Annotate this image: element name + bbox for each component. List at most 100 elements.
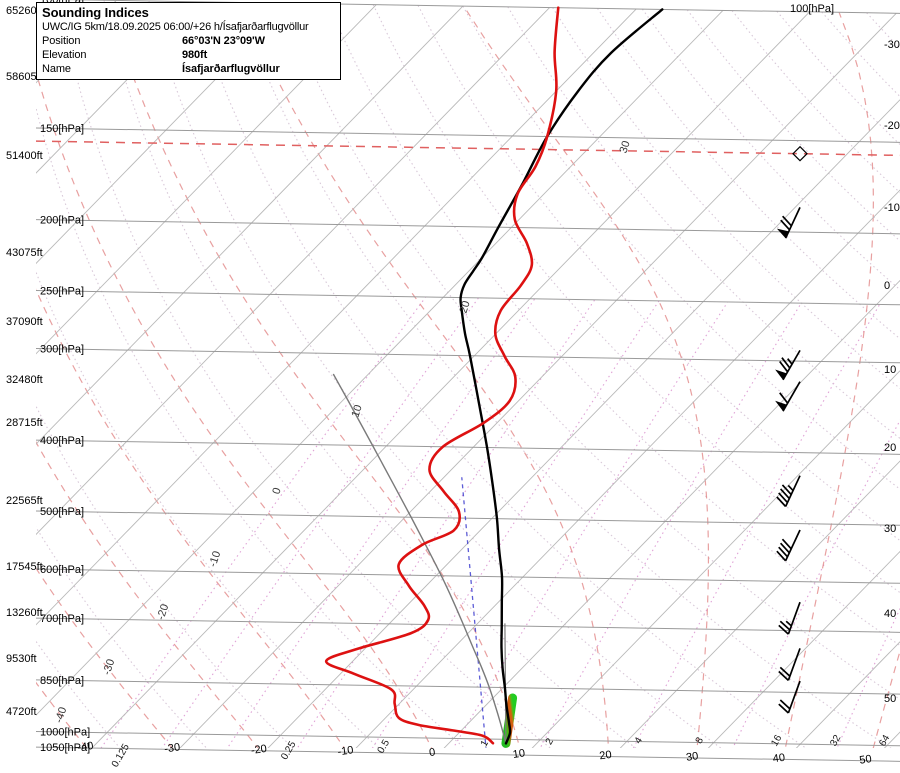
barb-shaft — [784, 475, 801, 507]
chart-label: 4720ft — [6, 706, 37, 718]
isotherm — [707, 550, 900, 748]
sounding-indices-panel: Sounding Indices UWC/IG 5km/18.09.2025 0… — [36, 2, 341, 80]
barb-half — [787, 484, 794, 492]
chart-label: 600[hPa] — [40, 564, 84, 576]
barb-full — [778, 546, 789, 558]
wetbulb-line — [461, 477, 487, 748]
barb-full — [779, 488, 790, 500]
barb-flag — [776, 228, 789, 239]
panel-row-position: Position 66°03'N 23°09'W — [42, 34, 336, 48]
chart-label: 64 — [877, 733, 892, 749]
dry-adiabat — [641, 8, 900, 291]
barb-full — [779, 620, 791, 631]
isotherm — [36, 10, 724, 716]
isobar — [35, 746, 900, 762]
barb-full — [779, 699, 791, 710]
chart-label: 40 — [884, 608, 896, 620]
isotherm — [619, 460, 900, 748]
barb-full — [778, 703, 789, 714]
panel-title: Sounding Indices — [42, 5, 149, 20]
barb-shaft — [784, 529, 801, 562]
chart-label: 28715ft — [6, 417, 43, 429]
chart-label: -30 — [101, 658, 117, 677]
chart-label: 58605ft — [6, 71, 43, 83]
chart-label: 10 — [884, 364, 896, 376]
mixing-ratio-line — [452, 301, 729, 748]
freezing-level-marker — [792, 145, 808, 162]
wind-barb — [778, 601, 801, 635]
chart-label: 150[hPa] — [40, 123, 84, 135]
isotherm — [36, 7, 550, 536]
chart-label: -10 — [207, 550, 223, 569]
chart-label: -20 — [155, 603, 171, 622]
chart-label: -30 — [164, 741, 181, 755]
barb-full — [778, 492, 789, 504]
row-key: Position — [42, 35, 81, 47]
row-key: Name — [42, 63, 71, 75]
panel-subtitle: UWC/IG 5km/18.09.2025 06:00/+26 h/Ísafja… — [42, 21, 309, 33]
isobar — [35, 510, 900, 526]
chart-label: 51400ft — [6, 150, 43, 162]
dry-adiabat — [36, 405, 294, 748]
chart-label: 10 — [512, 747, 526, 761]
chart-label: 13260ft — [6, 607, 43, 619]
barb-shaft — [787, 680, 801, 714]
isobar — [61, 0, 900, 14]
chart-label: 40 — [772, 752, 786, 766]
barb-full — [781, 538, 792, 550]
freezing-level-line — [36, 140, 900, 157]
wetbulb-curve — [461, 477, 487, 748]
isobar — [35, 679, 900, 695]
chart-label: 200[hPa] — [40, 215, 84, 227]
barb-full — [780, 219, 791, 231]
mixing-ratio-line — [632, 304, 881, 748]
chart-label: 20 — [599, 749, 613, 763]
chart-label: 16 — [769, 733, 784, 749]
chart-label: -30 — [884, 39, 900, 51]
isobar — [35, 290, 900, 306]
chart-label: 4 — [633, 735, 646, 746]
chart-label: 9530ft — [6, 653, 37, 665]
dry-adiabat — [103, 0, 637, 748]
isobar — [35, 568, 900, 584]
chart-label: 400[hPa] — [40, 435, 84, 447]
barb-flag — [775, 400, 787, 412]
chart-label: 50 — [884, 693, 896, 705]
moist-adiabat — [36, 567, 173, 748]
moist-adiabat — [784, 12, 875, 748]
dewpoint-path — [324, 6, 560, 745]
chart-label: 50 — [859, 753, 873, 767]
chart-label: 300[hPa] — [40, 344, 84, 356]
wind-barb — [775, 349, 801, 381]
isotherm — [91, 11, 810, 748]
dry-adiabat — [238, 2, 892, 748]
barb-full — [778, 670, 789, 681]
barb-full — [781, 484, 792, 496]
isotherm — [267, 99, 900, 748]
isotherm — [355, 189, 900, 748]
barb-full — [776, 550, 787, 562]
chart-label: 22565ft — [6, 495, 43, 507]
barb-full — [781, 357, 791, 369]
chart-label: 0 — [884, 280, 890, 292]
wind-barb — [776, 475, 801, 508]
chart-label: -10 — [337, 744, 354, 758]
chart-label: 2 — [544, 736, 557, 747]
wind-barb — [775, 381, 801, 412]
chart-label: 1000[hPa] — [40, 727, 90, 739]
dry-adiabat — [36, 526, 208, 748]
isobar — [35, 348, 900, 364]
isotherm — [36, 1, 204, 174]
isotherm — [179, 12, 897, 748]
chart-label: -20 — [884, 120, 900, 132]
chart-label: -20 — [250, 743, 267, 757]
chart-label: -10 — [884, 202, 900, 214]
row-value: 66°03'N 23°09'W — [182, 35, 265, 47]
panel-row-name: Name Ísafjarðarflugvöllur — [42, 62, 336, 76]
isotherm — [531, 370, 900, 748]
moist-adiabat — [240, 2, 610, 748]
chart-label: 30 — [618, 139, 633, 154]
isobar — [35, 127, 900, 143]
